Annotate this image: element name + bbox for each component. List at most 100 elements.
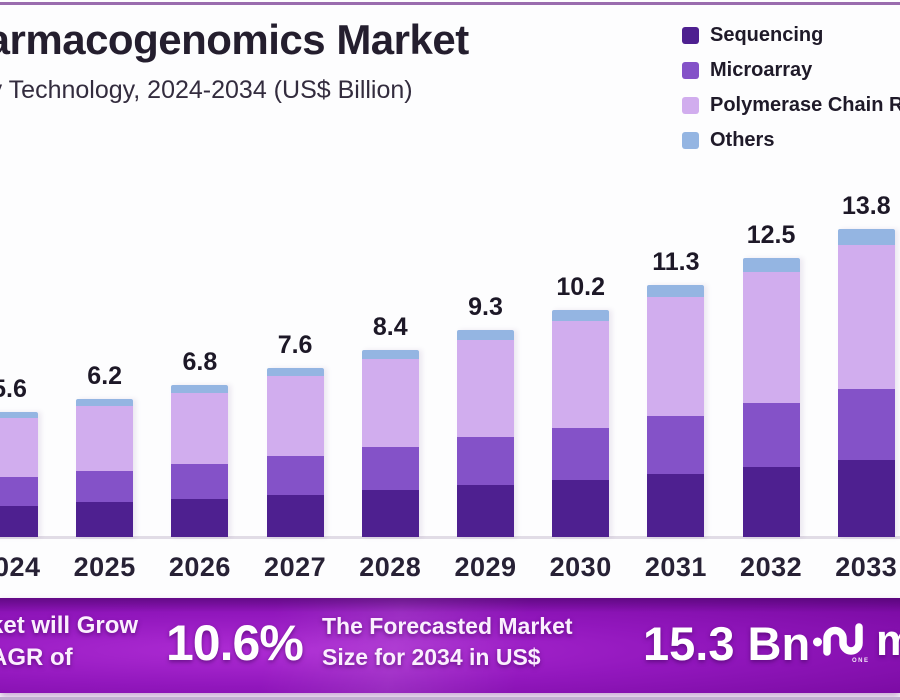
x-axis-label-2024: 2024 [0, 552, 41, 582]
bar-value-label-2025: 6.2 [87, 361, 123, 390]
bottom-banner: The Market will Grow At the CAGR of 10.6… [0, 598, 900, 693]
bar-value-label-2033: 13.8 [841, 192, 891, 221]
forecast-label-line2: Size for 2034 in US$ [322, 644, 541, 670]
bar-segment-polymerase-chain-reaction [647, 297, 705, 416]
bar-segment-sequencing [457, 485, 514, 537]
bar-value-label-2029: 9.3 [468, 292, 503, 321]
bar-segment-microarray [837, 389, 895, 461]
brand-logo: m ONE [812, 614, 900, 665]
bar-2028 [361, 349, 419, 537]
bar-segment-others [76, 398, 134, 406]
bar-segment-sequencing [837, 460, 895, 537]
bar-segment-polymerase-chain-reaction [457, 339, 514, 438]
market-us-logo-icon [813, 623, 863, 656]
bar-2027 [266, 367, 324, 537]
bar-value-label-2026: 6.8 [182, 348, 218, 377]
bar-value-label-2024: 5.6 [0, 375, 27, 404]
bar-segment-polymerase-chain-reaction [0, 418, 38, 477]
legend-label: Others [710, 129, 775, 151]
bar-2030 [552, 309, 610, 537]
bar-segment-sequencing [0, 505, 38, 537]
bar-segment-others [837, 229, 895, 245]
bar-segment-microarray [552, 427, 610, 481]
bar-value-label-2031: 11.3 [652, 248, 700, 276]
bar-2024 [0, 412, 38, 537]
growth-label-line2: At the CAGR of [0, 644, 73, 671]
x-axis-label-2029: 2029 [454, 552, 517, 582]
x-axis-line [0, 536, 900, 539]
legend-label: Microarray [710, 59, 813, 81]
legend-label: Polymerase Chain Reaction [710, 94, 900, 116]
bar-segment-polymerase-chain-reaction [76, 405, 134, 471]
bar-segment-others [457, 329, 514, 340]
bar-2029 [457, 329, 514, 537]
bar-2031 [647, 285, 705, 537]
bar-segment-others [171, 385, 229, 393]
bar-2033 [837, 229, 895, 537]
bar-segment-microarray [171, 464, 229, 500]
bar-segment-microarray [361, 447, 419, 491]
bar-2026 [171, 385, 229, 537]
x-axis-label-2030: 2030 [549, 552, 612, 582]
bar-segment-sequencing [76, 502, 134, 537]
x-axis-label-2025: 2025 [73, 552, 136, 582]
bar-segment-polymerase-chain-reaction [266, 375, 324, 456]
forecast-value: 15.3 Bn [643, 617, 811, 670]
bar-2032 [742, 258, 800, 537]
legend-item-polymerase-chain-reaction: Polymerase Chain Reaction [682, 88, 900, 123]
bar-segment-microarray [0, 476, 38, 506]
x-axis-label-2031: 2031 [644, 552, 707, 582]
legend-swatch-icon [682, 132, 699, 149]
x-axis-label-2033: 2033 [835, 552, 898, 582]
bar-segment-microarray [266, 455, 324, 495]
bar-segment-others [647, 285, 705, 298]
chart-legend: Sequencing Microarray Polymerase Chain Rea… [682, 18, 900, 158]
bar-segment-polymerase-chain-reaction [552, 320, 610, 428]
bar-segment-polymerase-chain-reaction [171, 392, 229, 465]
cagr-value: 10.6% [166, 615, 304, 671]
x-axis-label-2026: 2026 [168, 552, 231, 582]
top-border-line [0, 2, 900, 5]
legend-swatch-icon [682, 97, 699, 114]
bar-value-label-2028: 8.4 [372, 312, 408, 341]
bar-segment-microarray [647, 415, 705, 474]
bar-segment-microarray [457, 437, 514, 486]
bar-segment-others [742, 258, 800, 273]
bar-segment-microarray [742, 402, 800, 468]
bar-segment-polymerase-chain-reaction [742, 272, 800, 403]
bar-2025 [76, 398, 134, 537]
page-subtitle: By Technology, 2024-2034 (US$ Billion) [0, 76, 413, 104]
bar-value-label-2027: 7.6 [277, 330, 313, 359]
bar-segment-microarray [76, 470, 134, 503]
growth-label-line1: The Market will Grow [0, 612, 139, 639]
bar-segment-others [0, 412, 38, 419]
bar-segment-sequencing [171, 499, 229, 537]
bar-segment-sequencing [742, 467, 800, 537]
bar-segment-others [266, 367, 324, 376]
page-title: Pharmacogenomics Market [0, 16, 469, 63]
logo-wordmark: m [876, 616, 900, 665]
legend-item-others: Others [682, 123, 900, 158]
growth-label: The Market will Grow At the CAGR of [0, 610, 138, 674]
bar-value-label-2030: 10.2 [556, 272, 606, 301]
x-axis-label-2028: 2028 [359, 552, 422, 582]
bar-segment-sequencing [647, 473, 705, 537]
legend-label: Sequencing [710, 24, 824, 46]
legend-swatch-icon [682, 27, 699, 44]
legend-swatch-icon [682, 62, 699, 79]
bar-segment-polymerase-chain-reaction [361, 359, 419, 448]
legend-item-sequencing: Sequencing [682, 18, 900, 53]
x-axis-label-2032: 2032 [740, 552, 803, 582]
bottom-border-line [0, 697, 900, 700]
legend-item-microarray: Microarray [682, 53, 900, 88]
bar-segment-sequencing [361, 490, 419, 537]
x-axis-label-2027: 2027 [264, 552, 327, 582]
forecast-label: The Forecasted Market Size for 2034 in U… [322, 611, 573, 673]
bar-segment-polymerase-chain-reaction [837, 244, 895, 390]
forecast-label-line1: The Forecasted Market [322, 613, 573, 639]
bar-segment-sequencing [266, 494, 324, 537]
bar-segment-others [552, 309, 610, 321]
bar-segment-sequencing [552, 480, 610, 537]
bar-segment-others [361, 349, 419, 360]
